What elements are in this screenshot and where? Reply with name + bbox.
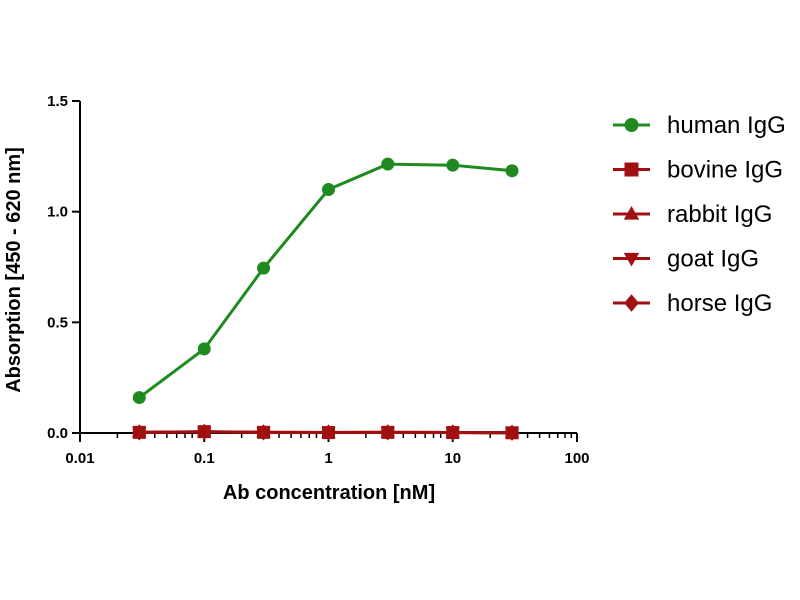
legend-marker — [624, 118, 639, 132]
legend-marker — [624, 294, 639, 312]
data-point — [132, 425, 146, 439]
legend-marker — [623, 205, 640, 220]
series-bovine-igg — [132, 425, 519, 440]
legend-item: goat IgG — [613, 246, 759, 273]
data-point — [322, 183, 335, 197]
x-tick-label: 0.1 — [194, 450, 215, 467]
axes: 0.0 0.5 1.0 1.5 0.01 0.1 1 10 100 — [47, 93, 589, 467]
legend-label: horse IgG — [667, 290, 772, 317]
data-point — [381, 425, 395, 439]
legend-item: human IgG — [613, 112, 786, 139]
data-point — [505, 164, 519, 178]
data-point — [322, 426, 335, 440]
legend-item: rabbit IgG — [613, 201, 772, 228]
legend-label: bovine IgG — [667, 157, 783, 184]
legend-marker — [624, 162, 639, 177]
series-layer — [132, 157, 520, 441]
x-tick-label: 0.01 — [65, 450, 94, 467]
data-point — [197, 342, 211, 356]
data-point — [505, 426, 519, 440]
y-tick-label: 0.0 — [47, 425, 68, 442]
data-point — [132, 391, 146, 405]
x-tick-label: 10 — [444, 450, 461, 467]
data-point — [257, 425, 271, 439]
x-tick-label: 100 — [564, 450, 589, 467]
legend-item: bovine IgG — [613, 157, 783, 184]
y-tick-label: 0.5 — [47, 314, 68, 331]
data-point — [257, 261, 271, 275]
x-axis-title: Ab concentration [nM] — [223, 482, 435, 504]
legend-item: horse IgG — [613, 290, 772, 317]
y-axis-title: Absorption [450 - 620 nm] — [3, 147, 25, 393]
legend-label: goat IgG — [667, 246, 759, 273]
data-point — [446, 158, 460, 172]
legend-label: human IgG — [667, 112, 786, 139]
data-point — [197, 425, 211, 439]
legend: human IgG bovine IgG rabbit IgG goat IgG hor… — [613, 112, 786, 317]
legend-marker — [623, 252, 640, 267]
x-tick-label: 1 — [324, 450, 332, 467]
data-point — [381, 157, 395, 171]
y-tick-label: 1.0 — [47, 204, 68, 221]
y-tick-label: 1.5 — [47, 93, 68, 110]
legend-label: rabbit IgG — [667, 201, 772, 228]
data-point — [446, 426, 460, 440]
series-human-igg — [132, 157, 519, 405]
series-line — [138, 162, 513, 399]
